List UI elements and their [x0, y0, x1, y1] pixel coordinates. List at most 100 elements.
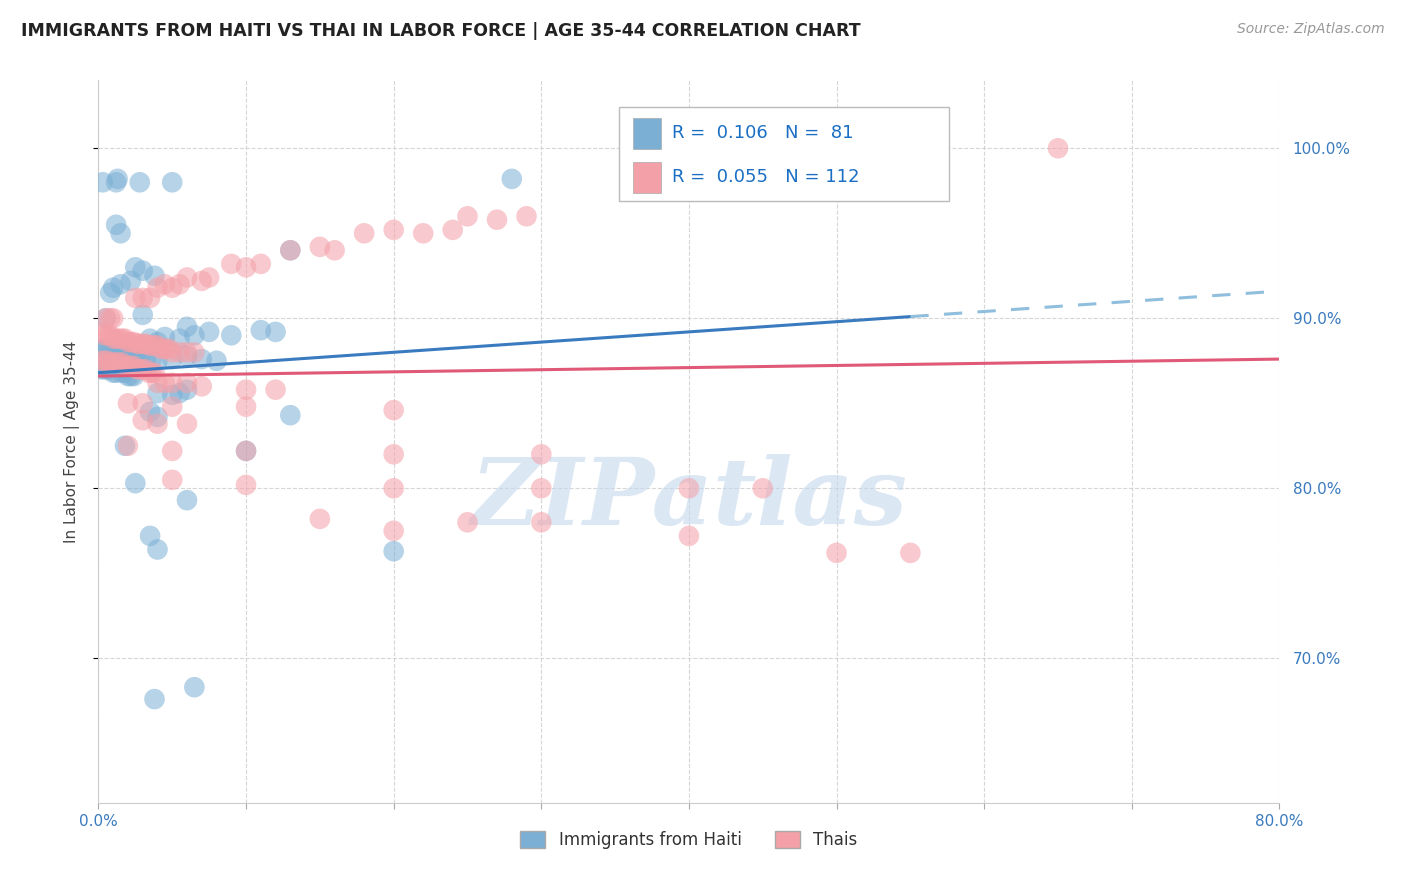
Point	[120, 369, 142, 384]
Point	[114, 349, 136, 363]
Point	[235, 260, 257, 275]
Point	[486, 212, 509, 227]
Point	[146, 376, 169, 390]
Point	[146, 281, 169, 295]
Point	[162, 281, 183, 295]
Point	[93, 328, 115, 343]
Point	[176, 345, 198, 359]
Point	[91, 175, 114, 189]
Point	[138, 338, 160, 352]
Point	[205, 353, 228, 368]
Point	[183, 680, 205, 694]
Point	[382, 223, 405, 237]
Point	[90, 362, 112, 376]
Point	[280, 408, 302, 422]
Point	[120, 349, 142, 363]
Point	[235, 478, 257, 492]
Point	[96, 353, 118, 368]
Point	[103, 355, 125, 369]
Point	[353, 227, 375, 241]
Point	[108, 355, 131, 369]
Point	[162, 376, 183, 390]
Point	[155, 342, 177, 356]
Point	[132, 308, 155, 322]
Point	[120, 359, 142, 373]
Point	[191, 352, 214, 367]
Point	[105, 175, 128, 189]
Point	[122, 349, 145, 363]
Point	[139, 405, 162, 419]
Point	[280, 244, 302, 258]
Point	[412, 227, 434, 241]
Point	[162, 443, 183, 458]
Point	[122, 335, 145, 350]
Point	[111, 355, 134, 369]
Point	[124, 260, 146, 275]
Point	[98, 362, 121, 376]
Point	[530, 516, 553, 530]
Point	[280, 244, 302, 258]
Point	[98, 311, 121, 326]
Point	[103, 332, 125, 346]
Point	[98, 328, 121, 343]
Point	[139, 332, 162, 346]
Point	[162, 388, 183, 402]
Point	[98, 285, 121, 300]
Point	[162, 175, 183, 189]
Point	[111, 332, 134, 346]
Point	[678, 529, 700, 543]
Point	[516, 209, 538, 223]
Text: R =  0.106   N =  81: R = 0.106 N = 81	[672, 124, 853, 142]
Point	[117, 335, 139, 350]
Point	[146, 386, 169, 401]
Point	[309, 512, 332, 526]
Point	[162, 400, 183, 414]
Point	[128, 175, 150, 189]
Point	[250, 257, 273, 271]
Legend: Immigrants from Haiti, Thais: Immigrants from Haiti, Thais	[513, 824, 865, 856]
Point	[132, 413, 155, 427]
Point	[103, 281, 125, 295]
Point	[105, 218, 128, 232]
Point	[110, 227, 132, 241]
Point	[382, 544, 405, 558]
Point	[382, 481, 405, 495]
Point	[752, 481, 775, 495]
Point	[678, 481, 700, 495]
Point	[169, 332, 191, 346]
Point	[108, 332, 131, 346]
Point	[98, 345, 121, 359]
Point	[117, 369, 139, 384]
Point	[94, 311, 117, 326]
Point	[114, 366, 136, 380]
Point	[221, 257, 243, 271]
Point	[105, 366, 128, 380]
Point	[105, 355, 128, 369]
Point	[139, 529, 162, 543]
Point	[94, 311, 117, 326]
Point	[117, 349, 139, 363]
Point	[235, 443, 257, 458]
Point	[149, 342, 172, 356]
Point	[264, 325, 287, 339]
Point	[264, 383, 287, 397]
Point	[105, 332, 128, 346]
Text: Source: ZipAtlas.com: Source: ZipAtlas.com	[1237, 22, 1385, 37]
Point	[103, 366, 125, 380]
Point	[122, 369, 145, 384]
Point	[162, 473, 183, 487]
Point	[93, 362, 115, 376]
Point	[141, 366, 163, 380]
Point	[153, 376, 176, 390]
Point	[120, 274, 142, 288]
Point	[96, 362, 118, 376]
Point	[153, 330, 176, 344]
Point	[117, 359, 139, 373]
Point	[176, 493, 198, 508]
Point	[382, 524, 405, 538]
Point	[457, 209, 479, 223]
Point	[191, 274, 214, 288]
Point	[132, 263, 155, 277]
Point	[382, 447, 405, 461]
Point	[132, 362, 155, 376]
